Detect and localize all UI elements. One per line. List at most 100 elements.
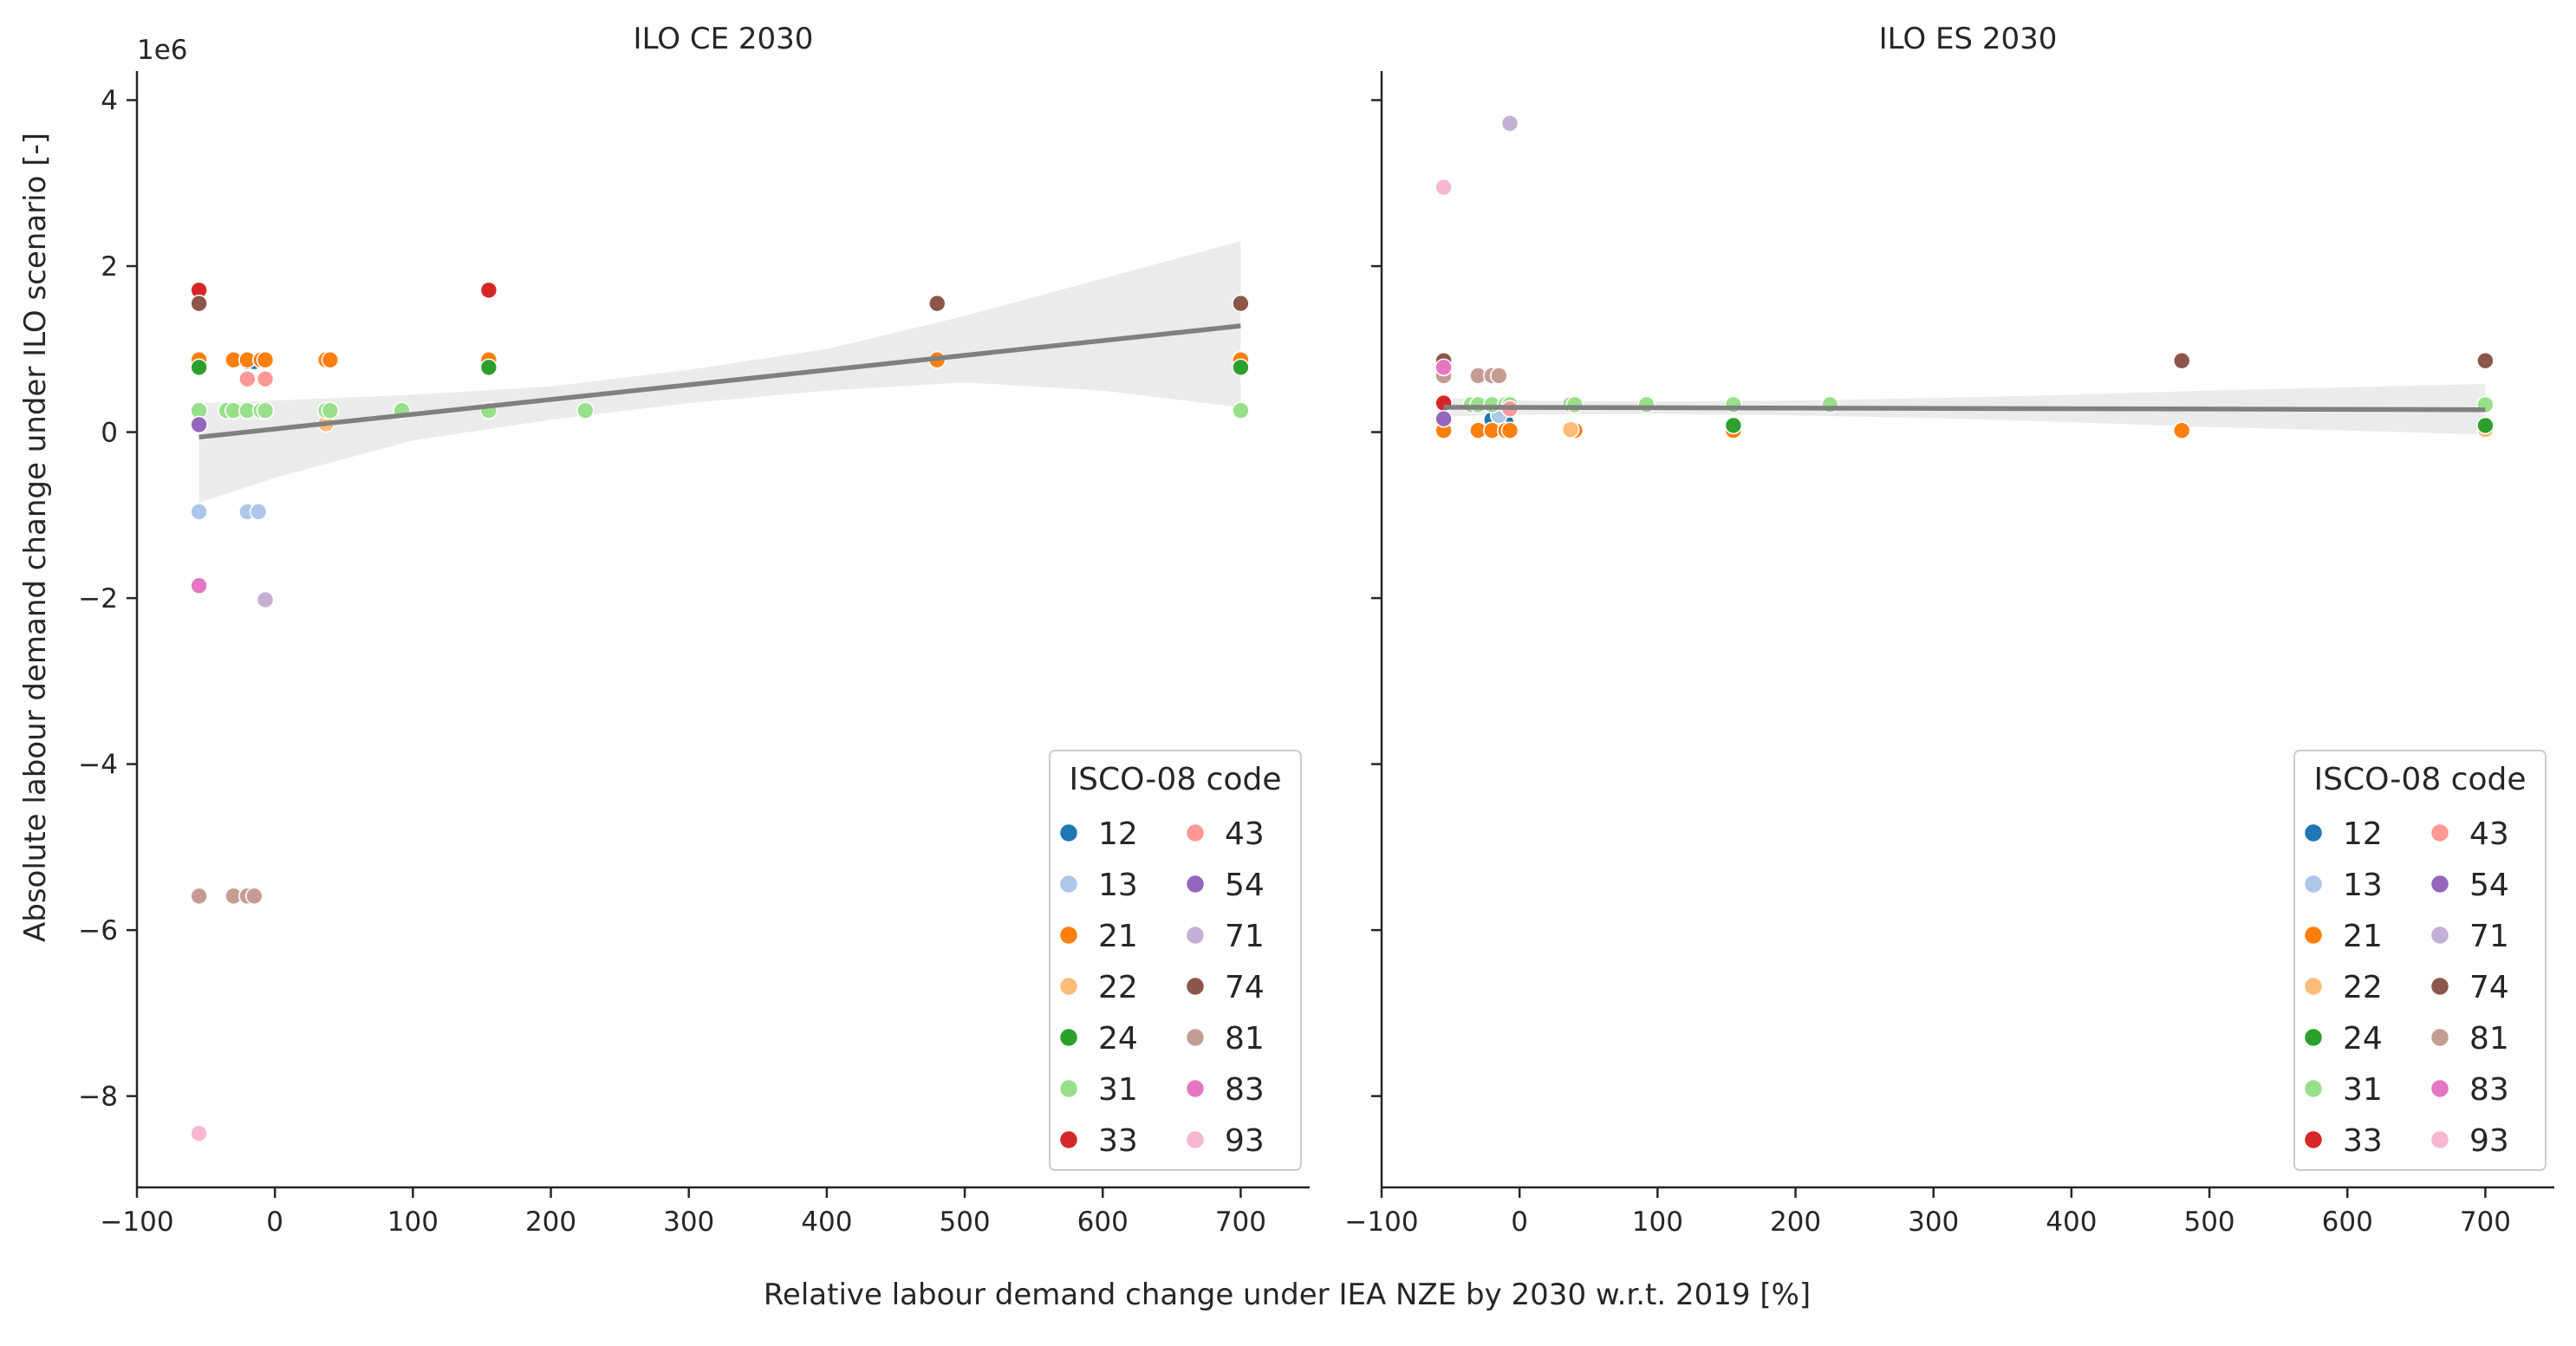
scatter-point-isco-24	[1724, 416, 1743, 435]
legend-label-isco-12: 12	[2343, 816, 2383, 852]
legend-marker-isco-54	[1185, 874, 1206, 894]
panel-title: ILO CE 2030	[634, 22, 814, 56]
legend-label-isco-54: 54	[1225, 868, 1265, 903]
scatter-point-isco-31	[1232, 401, 1250, 419]
scatter-point-isco-13	[249, 503, 268, 521]
legend-marker-isco-81	[2430, 1027, 2450, 1048]
legend: ISCO-08 code 12 13 21 22 24 31 33 43 54 71 74 81 83 93	[1049, 750, 1302, 1171]
legend-label-isco-93: 93	[2469, 1123, 2509, 1159]
scatter-point-isco-31	[321, 401, 340, 419]
scatter-point-isco-24	[1232, 358, 1250, 377]
regression-line	[1443, 405, 2486, 413]
legend-marker-isco-31	[1058, 1078, 1079, 1099]
legend-label-isco-43: 43	[1225, 816, 1265, 852]
regression-line	[198, 323, 1241, 440]
legend-marker-isco-22	[2303, 976, 2324, 997]
legend-label-isco-21: 21	[1098, 919, 1138, 954]
scatter-point-isco-93	[190, 1124, 208, 1143]
x-axis-title: Relative labour demand change under IEA …	[764, 1278, 1811, 1312]
legend-label-isco-24: 24	[2343, 1021, 2383, 1057]
scatter-point-isco-13	[190, 503, 208, 521]
legend-marker-isco-71	[2430, 925, 2450, 946]
y-tick-label: 4	[101, 86, 118, 117]
legend-marker-isco-12	[2303, 823, 2324, 843]
scatter-point-isco-21	[321, 350, 340, 369]
legend-label-isco-74: 74	[1225, 970, 1265, 1005]
legend-marker-isco-71	[1185, 925, 1206, 946]
scatter-point-isco-71	[1500, 114, 1519, 133]
legend-marker-isco-24	[1058, 1027, 1079, 1048]
legend-marker-isco-54	[2430, 874, 2450, 894]
x-tick-label: 500	[939, 1206, 990, 1238]
scatter-point-isco-81	[1490, 367, 1508, 385]
x-tick-label: 0	[266, 1206, 283, 1238]
y-axis-offset-label: 1e6	[137, 35, 188, 66]
x-tick-label: 400	[2046, 1206, 2097, 1238]
panel-title: ILO ES 2030	[1879, 22, 2058, 56]
scatter-point-isco-54	[1434, 409, 1453, 428]
scatter-point-isco-93	[1434, 178, 1453, 197]
x-tick-label: 600	[2322, 1206, 2373, 1238]
legend-label-isco-71: 71	[1225, 919, 1265, 954]
x-tick-label: 100	[387, 1206, 439, 1238]
scatter-point-isco-21	[1500, 421, 1519, 439]
legend-label-isco-43: 43	[2469, 816, 2509, 852]
scatter-point-isco-81	[244, 887, 263, 906]
y-tick-label: −8	[78, 1082, 118, 1113]
legend-marker-isco-24	[2303, 1027, 2324, 1048]
x-tick-label: 200	[525, 1206, 576, 1238]
legend-marker-isco-93	[2430, 1129, 2450, 1150]
scatter-point-isco-54	[190, 415, 208, 434]
legend-label-isco-31: 31	[2343, 1072, 2383, 1108]
scatter-point-isco-71	[256, 590, 275, 609]
legend-label-isco-31: 31	[1098, 1072, 1138, 1108]
x-tick-label: 200	[1770, 1206, 1821, 1238]
confidence-band	[198, 241, 1241, 503]
legend-label-isco-74: 74	[2469, 970, 2509, 1005]
legend-marker-isco-12	[1058, 823, 1079, 843]
legend-marker-isco-43	[1185, 823, 1206, 843]
legend-label-isco-13: 13	[1098, 868, 1138, 903]
legend-label-isco-22: 22	[1098, 970, 1138, 1005]
legend: ISCO-08 code 12 13 21 22 24 31 33 43 54 71 74 81 83 93	[2293, 750, 2547, 1171]
legend-box	[1049, 750, 1302, 1171]
legend-marker-isco-22	[1058, 976, 1079, 997]
legend-label-isco-81: 81	[1225, 1021, 1265, 1057]
legend-label-isco-71: 71	[2469, 919, 2509, 954]
legend-label-isco-12: 12	[1098, 816, 1138, 852]
scatter-point-isco-43	[238, 369, 257, 388]
scatter-point-isco-31	[576, 401, 595, 419]
legend-label-isco-22: 22	[2343, 970, 2383, 1005]
x-tick-label: 700	[2460, 1206, 2511, 1238]
x-tick-label: −100	[100, 1206, 173, 1238]
scatter-point-isco-24	[479, 358, 498, 377]
legend-marker-isco-13	[2303, 874, 2324, 894]
legend-marker-isco-74	[1185, 976, 1206, 997]
x-tick-label: 600	[1077, 1206, 1129, 1238]
x-tick-label: 0	[1511, 1206, 1528, 1238]
y-tick-label: −6	[78, 915, 118, 946]
panel-ilo-ce-2030: ILO CE 2030 −100 0 100 200 300 400 500 600 700 −8 −…	[78, 22, 1310, 1238]
x-tick-label: 700	[1215, 1206, 1266, 1238]
scatter-point-isco-74	[190, 294, 208, 313]
legend-marker-isco-33	[2303, 1129, 2324, 1150]
legend-marker-isco-83	[1185, 1078, 1206, 1099]
x-tick-label: 100	[1632, 1206, 1683, 1238]
scatter-point-isco-83	[1434, 358, 1453, 377]
y-axis-title: Absolute labour demand change under ILO …	[18, 133, 53, 942]
scatter-point-isco-33	[479, 281, 498, 300]
legend-marker-isco-33	[1058, 1129, 1079, 1150]
scatter-point-isco-74	[2172, 351, 2191, 370]
scatter-point-isco-22	[1561, 420, 1580, 439]
legend-label-isco-93: 93	[1225, 1123, 1265, 1159]
legend-marker-isco-43	[2430, 823, 2450, 843]
y-tick-label: −4	[78, 750, 118, 781]
legend-marker-isco-21	[1058, 925, 1079, 946]
legend-marker-isco-93	[1185, 1129, 1206, 1150]
legend-marker-isco-81	[1185, 1027, 1206, 1048]
scatter-point-isco-31	[1724, 395, 1743, 414]
scatter-point-isco-74	[1232, 294, 1250, 313]
legend-label-isco-33: 33	[1098, 1123, 1138, 1159]
legend-title: ISCO-08 code	[1069, 762, 1281, 797]
legend-label-isco-83: 83	[1225, 1072, 1265, 1108]
